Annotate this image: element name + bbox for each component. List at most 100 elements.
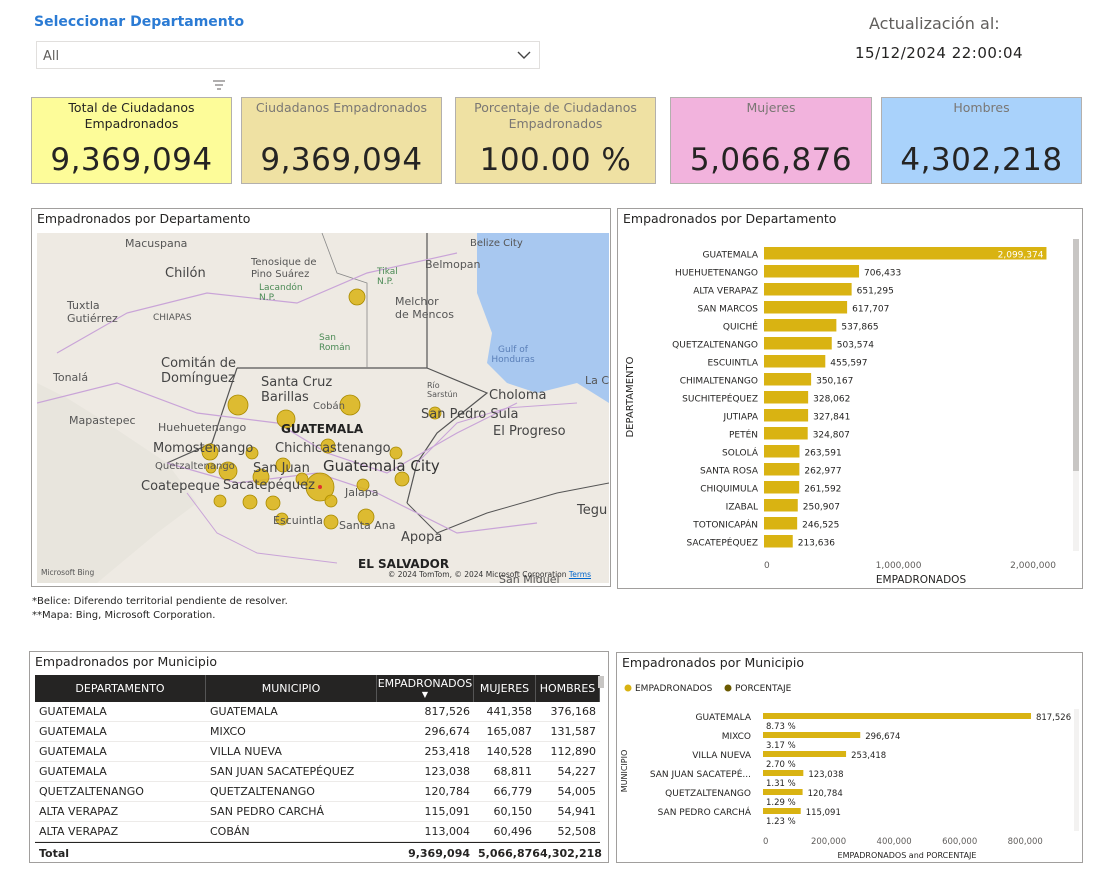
bar[interactable] xyxy=(764,373,812,386)
bar[interactable] xyxy=(764,391,809,404)
kpi-value: 5,066,876 xyxy=(689,142,853,178)
map-bubble[interactable] xyxy=(389,446,403,460)
col-header-departamento[interactable]: DEPARTAMENTO xyxy=(35,675,206,702)
map-bubble[interactable] xyxy=(323,514,339,530)
legend-label[interactable]: PORCENTAJE xyxy=(735,684,792,694)
map-label: Tegu xyxy=(577,503,608,518)
map-bubble[interactable] xyxy=(245,446,259,460)
map-bubble[interactable] xyxy=(348,288,366,306)
map-bubble[interactable] xyxy=(324,494,338,508)
col-header-mujeres[interactable]: MUJERES xyxy=(474,675,536,702)
table-row[interactable]: GUATEMALA GUATEMALA 817,526 441,358 376,168 xyxy=(35,702,600,722)
x-tick-label: 1,000,000 xyxy=(876,561,922,571)
update-timestamp: 15/12/2024 22:00:04 xyxy=(855,44,1024,62)
bar[interactable] xyxy=(763,751,847,757)
mun-bar-chart[interactable]: Empadronados por Municipio EMPADRONADOS PO… xyxy=(617,653,1082,862)
table-row[interactable]: GUATEMALA VILLA NUEVA 253,418 140,528 112,89… xyxy=(35,742,600,762)
table-scrollbar[interactable] xyxy=(598,676,604,688)
map-label: Tikal N.P. xyxy=(377,267,398,287)
bar[interactable] xyxy=(764,283,852,296)
bar[interactable] xyxy=(764,409,809,422)
map-bubble[interactable] xyxy=(276,409,296,429)
map-bubble[interactable] xyxy=(339,394,361,416)
map-label: San Miguel xyxy=(499,573,560,583)
map-label: Santa Ana xyxy=(339,519,396,532)
chart-scrollbar[interactable] xyxy=(1073,239,1079,471)
map-bubble[interactable] xyxy=(201,443,219,461)
bar[interactable] xyxy=(764,517,798,530)
terms-link[interactable]: Terms xyxy=(568,570,591,579)
table-row[interactable]: GUATEMALA MIXCO 296,674 165,087 131,587 xyxy=(35,722,600,742)
legend-label[interactable]: EMPADRONADOS xyxy=(635,684,713,694)
map-label: San Juan xyxy=(253,461,310,476)
map-bubble[interactable] xyxy=(356,478,370,492)
map-bubble[interactable] xyxy=(320,438,336,454)
bubble-map[interactable]: Macuspana Chilón Tuxtla Gutiérrez CHIAPA… xyxy=(37,233,609,583)
cell-empadronados: 296,674 xyxy=(424,725,471,738)
percent-label: 8.73 % xyxy=(766,722,796,732)
map-bubble[interactable] xyxy=(227,394,249,416)
bar[interactable] xyxy=(764,499,798,512)
map-bubble[interactable] xyxy=(218,461,238,481)
data-label: 455,597 xyxy=(830,359,867,369)
bar[interactable] xyxy=(763,789,803,795)
map-label: Chichicastenango xyxy=(275,441,391,456)
mun-chart-panel: Empadronados por Municipio EMPADRONADOS PO… xyxy=(616,652,1083,863)
col-header-hombres[interactable]: HOMBRES xyxy=(536,675,600,702)
map-label: Huehuetenango xyxy=(158,421,247,434)
sort-desc-icon: ▼ xyxy=(421,689,429,699)
category-label: ESCUINTLA xyxy=(707,359,758,369)
map-bubble[interactable] xyxy=(394,471,410,487)
table-row[interactable]: ALTA VERAPAZ COBÁN 113,004 60,496 52,508 xyxy=(35,822,600,842)
cell-mujeres: 441,358 xyxy=(486,705,533,718)
map-bubble[interactable] xyxy=(275,512,289,526)
map-bubble[interactable] xyxy=(242,494,258,510)
map-bubble[interactable] xyxy=(265,495,281,511)
map-bubble[interactable] xyxy=(252,468,270,486)
map-bubble[interactable] xyxy=(295,472,309,486)
dept-bar-chart[interactable]: Empadronados por Departamento 0 1,000,000 2… xyxy=(618,209,1082,588)
chart-scrollbar[interactable] xyxy=(1074,709,1079,831)
bar[interactable] xyxy=(763,713,1031,719)
map-bubble[interactable] xyxy=(275,457,291,473)
data-label: 213,636 xyxy=(798,539,835,549)
bar[interactable] xyxy=(764,427,808,440)
map-bubble[interactable] xyxy=(205,462,217,474)
col-header-empadronados[interactable]: EMPADRONADOS ▼ xyxy=(377,675,474,702)
map-bubble[interactable] xyxy=(213,494,227,508)
x-tick-label: 2,000,000 xyxy=(1010,561,1056,571)
bar[interactable] xyxy=(763,770,804,776)
table-row[interactable]: QUETZALTENANGO QUETZALTENANGO 120,784 66,77… xyxy=(35,782,600,802)
cell-mujeres: 60,150 xyxy=(493,805,533,818)
x-tick-label: 600,000 xyxy=(942,837,977,847)
bar[interactable] xyxy=(764,445,800,458)
cell-departamento: ALTA VERAPAZ xyxy=(39,805,119,818)
bar[interactable] xyxy=(764,247,1047,260)
kpi-label: Hombres xyxy=(953,100,1010,115)
map-bubble[interactable] xyxy=(357,508,375,526)
map-bubble[interactable] xyxy=(428,406,442,420)
filter-icon[interactable] xyxy=(211,78,227,92)
kpi-value: 100.00 % xyxy=(479,142,632,178)
table-row[interactable]: GUATEMALA SAN JUAN SACATEPÉQUEZ 123,038 68,… xyxy=(35,762,600,782)
bar[interactable] xyxy=(764,535,793,548)
municipio-table: DEPARTAMENTO MUNICIPIO EMPADRONADOS ▼ MUJ… xyxy=(35,675,602,864)
map-label: Guatemala City xyxy=(323,457,440,475)
table-row[interactable]: ALTA VERAPAZ SAN PEDRO CARCHÁ 115,091 60,15… xyxy=(35,802,600,822)
bar[interactable] xyxy=(764,463,800,476)
bar[interactable] xyxy=(764,265,860,278)
department-dropdown[interactable]: All xyxy=(36,41,540,69)
bar[interactable] xyxy=(763,732,861,738)
bar[interactable] xyxy=(764,301,848,314)
bar[interactable] xyxy=(764,355,826,368)
bar[interactable] xyxy=(764,337,832,350)
data-label: 2,099,374 xyxy=(998,251,1044,261)
cell-departamento: GUATEMALA xyxy=(39,765,107,778)
data-label: 246,525 xyxy=(802,521,839,531)
bar[interactable] xyxy=(764,481,800,494)
bar[interactable] xyxy=(764,319,837,332)
bar[interactable] xyxy=(763,808,801,814)
col-header-municipio[interactable]: MUNICIPIO xyxy=(206,675,377,702)
select-department-label: Seleccionar Departamento xyxy=(34,14,245,30)
cell-municipio: SAN PEDRO CARCHÁ xyxy=(210,805,325,818)
